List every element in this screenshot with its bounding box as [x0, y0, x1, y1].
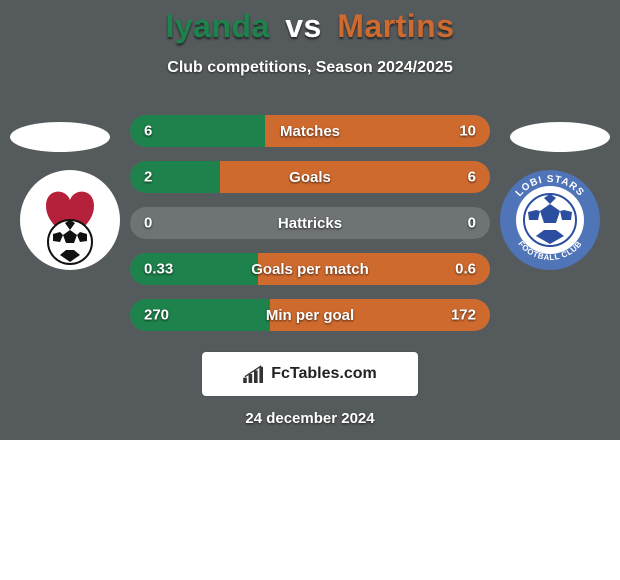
soccer-ball-icon	[48, 220, 92, 264]
stat-label: Goals	[289, 169, 331, 186]
bar-chart-icon	[243, 365, 265, 383]
stat-row: 6 10 Matches	[130, 115, 490, 147]
brand-badge: FcTables.com	[202, 352, 418, 396]
stat-value-left: 0	[144, 215, 152, 232]
stat-fill-right	[220, 161, 490, 193]
stat-label: Hattricks	[278, 215, 342, 232]
stat-row: 0 0 Hattricks	[130, 207, 490, 239]
stat-value-right: 172	[451, 307, 476, 324]
title-vs: vs	[285, 8, 322, 44]
date-text: 24 december 2024	[0, 410, 620, 427]
stat-value-right: 6	[468, 169, 476, 186]
stats-list: 6 10 Matches 2 6 Goals 0 0 Hattricks 0.33 0.6 Goals…	[130, 115, 490, 331]
infographic-panel: Iyanda vs Martins Club competitions, Sea…	[0, 0, 620, 440]
stat-value-right: 0.6	[455, 261, 476, 278]
player-right-name: Martins	[337, 8, 454, 44]
club-badge-left-icon	[20, 170, 120, 270]
player-left-name: Iyanda	[165, 8, 269, 44]
flag-left-icon	[10, 122, 110, 152]
stat-row: 270 172 Min per goal	[130, 299, 490, 331]
stat-label: Goals per match	[251, 261, 369, 278]
stat-value-right: 10	[459, 123, 476, 140]
stat-value-left: 2	[144, 169, 152, 186]
stat-value-right: 0	[468, 215, 476, 232]
stat-value-left: 6	[144, 123, 152, 140]
club-badge-right-icon: LOBI STARS FOOTBALL CLUB	[500, 170, 600, 270]
stat-row: 0.33 0.6 Goals per match	[130, 253, 490, 285]
page-title: Iyanda vs Martins	[0, 0, 620, 45]
stat-value-left: 0.33	[144, 261, 173, 278]
stat-label: Matches	[280, 123, 340, 140]
stat-label: Min per goal	[266, 307, 354, 324]
soccer-ball-icon	[524, 194, 576, 246]
subtitle: Club competitions, Season 2024/2025	[0, 59, 620, 77]
brand-text: FcTables.com	[271, 365, 377, 383]
stat-row: 2 6 Goals	[130, 161, 490, 193]
stat-value-left: 270	[144, 307, 169, 324]
flag-right-icon	[510, 122, 610, 152]
